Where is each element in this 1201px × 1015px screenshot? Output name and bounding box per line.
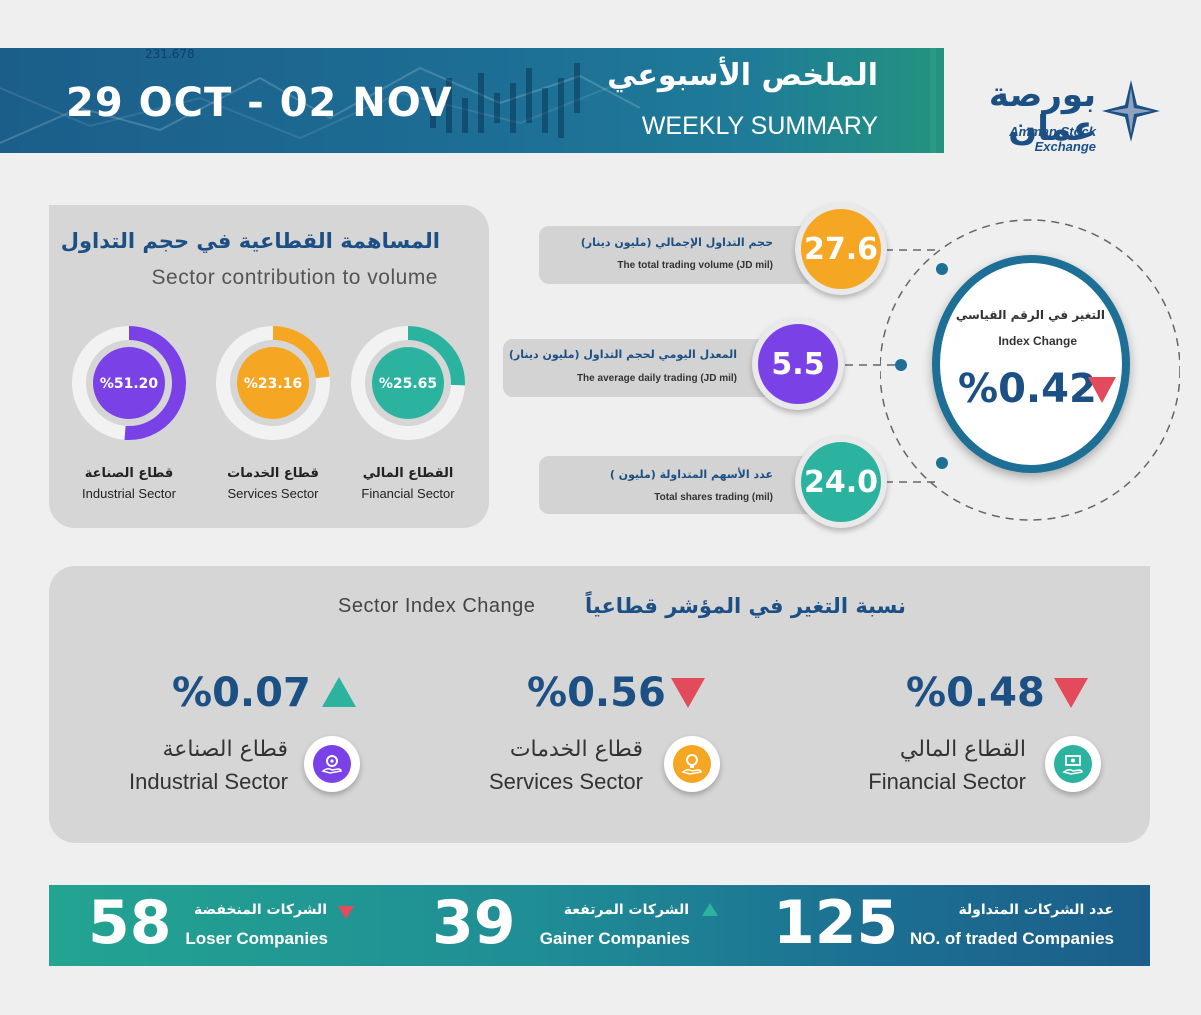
stat-pill-total-volume [539,226,809,284]
sector-index-title-en: Sector Index Change [338,595,536,617]
donut-arc-industrial [72,326,186,440]
traded-label-en: NO. of traded Companies [909,929,1114,948]
donut-arc-services [216,326,330,440]
stat-label-total-volume-ar: حجم التداول الإجمالي (مليون دينار) [580,236,773,249]
sector-index-industrial-name-en: Industrial Sector [129,769,288,794]
traded-count: 125 [773,888,899,958]
stat-value-total-volume: 27.6 [795,203,887,295]
gainers-count: 39 [432,888,516,958]
index-down-arrow-icon [1088,377,1116,403]
stat-label-shares-en: Total shares trading (mil) [654,492,773,503]
money-hand-icon [1045,736,1101,792]
donut-value-financial: %25.65 [379,376,437,392]
donut-value-industrial: %51.20 [100,376,159,392]
logo-english: Amman Stock Exchange [1009,124,1096,154]
donut-label-services-ar: قطاع الخدمات [227,466,319,481]
connector-lines [845,249,940,483]
gainers-label-en: Gainer Companies [539,929,690,948]
donut-label-industrial-ar: قطاع الصناعة [84,466,174,481]
title-arabic: الملخص الأسبوعي [607,58,878,93]
down-arrow-icon [338,906,354,919]
title-english: WEEKLY SUMMARY [641,112,878,140]
stock-chart-background: 231.678 [0,48,641,144]
lightbulb-hand-icon [664,736,720,792]
sector-index-panel [49,566,1150,843]
traded-label-ar: عدد الشركات المتداولة [958,902,1114,918]
header-divider-accent [940,48,944,153]
contribution-donuts: %51.20 %23.16 %25.65 [72,326,465,440]
index-change-circle [932,255,1130,473]
gainers-label-ar: الشركات المرتفعة [563,902,689,918]
sector-index-services-value: %0.56 [527,670,666,716]
stat-label-shares-ar: عدد الأسهم المتداولة (مليون ) [609,468,773,481]
stat-label-daily-average-en: The average daily trading (JD mil) [576,373,737,384]
stat-value-shares: 24.0 [795,436,887,528]
donut-label-services-en: Services Sector [227,486,319,501]
ticker-text: 231.678 [145,48,195,61]
logo-arabic: بورصة عمان [988,75,1096,149]
sector-index-financial-value: %0.48 [906,670,1045,716]
stat-label-daily-average-ar: المعدل اليومي لحجم التداول (مليون دينار) [508,348,737,361]
sector-index-services-name-ar: قطاع الخدمات [509,737,643,762]
sector-index-title-ar: نسبة التغير في المؤشر قطاعياً [585,594,906,618]
sector-index-services-name-en: Services Sector [488,769,643,794]
index-orbit [880,219,1180,521]
up-arrow-icon [702,903,718,916]
donut-center-industrial [93,347,165,419]
stat-label-total-volume-en: The total trading volume (JD mil) [617,260,773,271]
sector-index-industrial-value: %0.07 [172,670,311,716]
donut-label-financial-ar: القطاع المالي [362,466,454,481]
companies-bar [49,885,1150,966]
sector-index-industrial-name-ar: قطاع الصناعة [162,737,288,762]
gear-hand-icon [304,736,360,792]
donut-value-services: %23.16 [244,376,302,392]
losers-label-en: Loser Companies [185,929,328,948]
donut-label-financial-en: Financial Sector [361,486,455,501]
header-divider [930,48,936,153]
sector-index-financial-name-en: Financial Sector [868,769,1026,794]
header-banner: 231.678 [0,48,944,153]
compass-star-icon [1102,80,1160,142]
donut-label-industrial-en: Industrial Sector [82,486,176,501]
date-range: 29 OCT - 02 NOV [66,80,453,126]
index-change-value: %0.42 [958,366,1097,412]
donut-center-services [237,347,309,419]
losers-count: 58 [88,888,172,958]
index-change-label-en: Index Change [998,334,1077,348]
contribution-title-english: Sector contribution to volume [151,266,438,289]
stat-pill-daily-average [503,339,765,397]
sector-index-financial-name-ar: القطاع المالي [899,737,1026,762]
donut-arc-financial [351,326,465,440]
stat-value-daily-average: 5.5 [752,318,844,410]
down-arrow-icon [671,678,705,708]
down-triangle [1088,377,1116,403]
stat-pill-shares [539,456,809,514]
donut-center-financial [372,347,444,419]
down-arrow-icon [1054,678,1088,708]
up-arrow-icon [322,677,356,707]
losers-label-ar: الشركات المنخفضة [194,902,327,918]
index-change-label-ar: التغير في الرقم القياسي [955,308,1105,322]
contribution-title-arabic: المساهمة القطاعية في حجم التداول [60,229,440,253]
